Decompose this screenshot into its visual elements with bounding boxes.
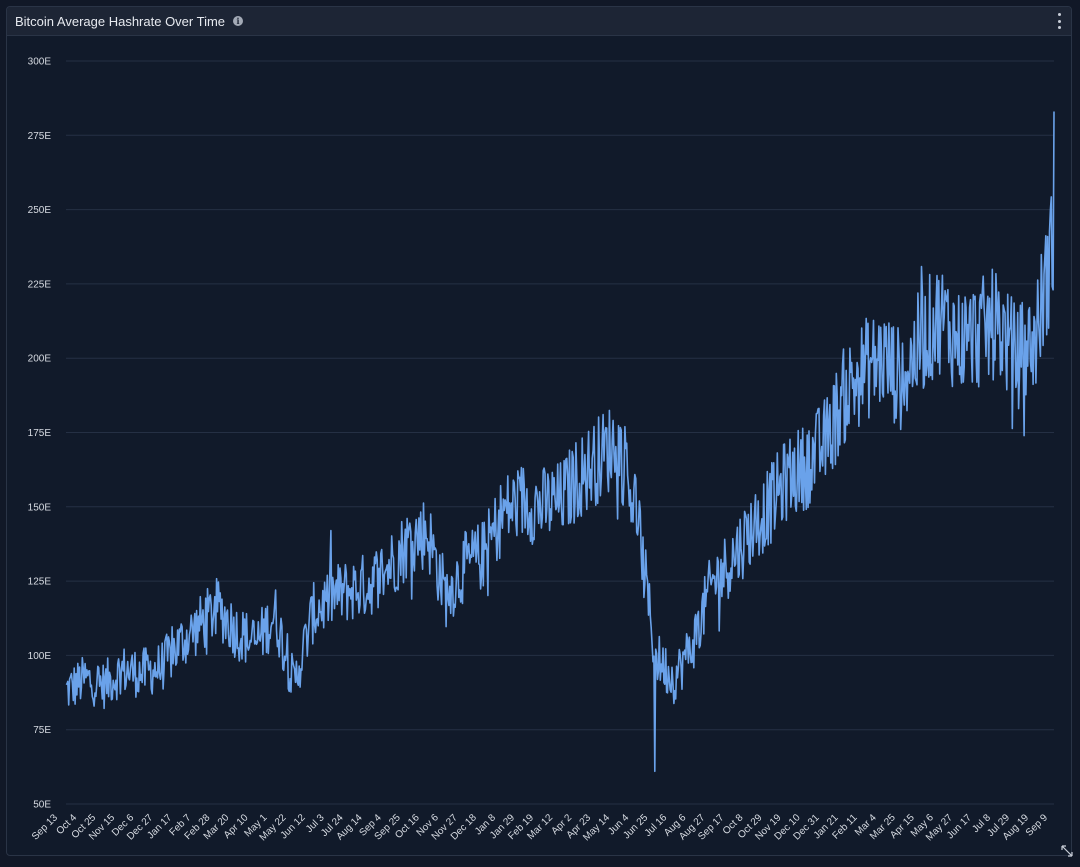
y-tick-label: 225E [28,279,52,290]
y-tick-label: 300E [28,57,52,68]
y-tick-label: 250E [28,205,52,216]
y-axis: 50E 75E 100E 125E 150E 175E 200E 225E 250E 275E 30… [28,57,52,811]
y-tick-label: 50E [33,800,51,811]
y-tick-label: 175E [28,428,52,439]
y-tick-label: 75E [33,725,51,736]
y-tick-label: 150E [28,502,52,513]
y-tick-label: 200E [28,354,52,365]
y-tick-label: 100E [28,651,52,662]
hashrate-series-line [66,112,1054,772]
y-tick-label: 275E [28,131,52,142]
gridlines [66,61,1054,804]
x-tick-label: Sep 9 [1024,812,1051,839]
y-tick-label: 125E [28,577,52,588]
resize-icon[interactable] [1060,844,1074,858]
